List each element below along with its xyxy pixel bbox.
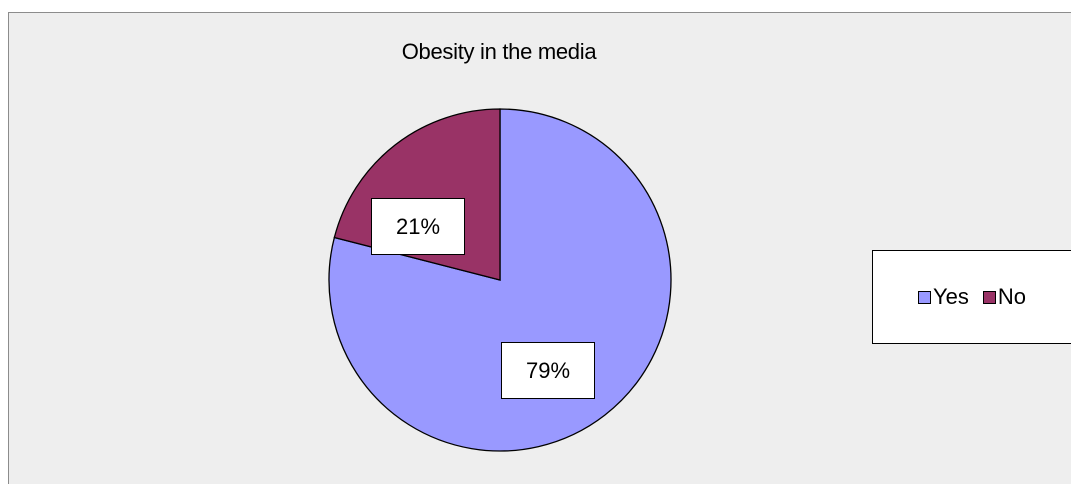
legend-item-yes: Yes <box>917 284 969 310</box>
chart-area: Obesity in the media Yes No 79% 21% <box>8 12 1071 484</box>
data-label-no: 21% <box>371 198 465 255</box>
legend-swatch-no <box>982 290 996 304</box>
pie-chart <box>328 108 672 452</box>
data-label-yes: 79% <box>501 342 595 399</box>
legend-item-no: No <box>982 284 1026 310</box>
legend-label-yes: Yes <box>932 284 969 309</box>
legend: Yes No <box>872 250 1071 344</box>
legend-swatch-yes <box>917 290 931 304</box>
chart-title: Obesity in the media <box>401 39 597 64</box>
legend-label-no: No <box>997 284 1026 309</box>
